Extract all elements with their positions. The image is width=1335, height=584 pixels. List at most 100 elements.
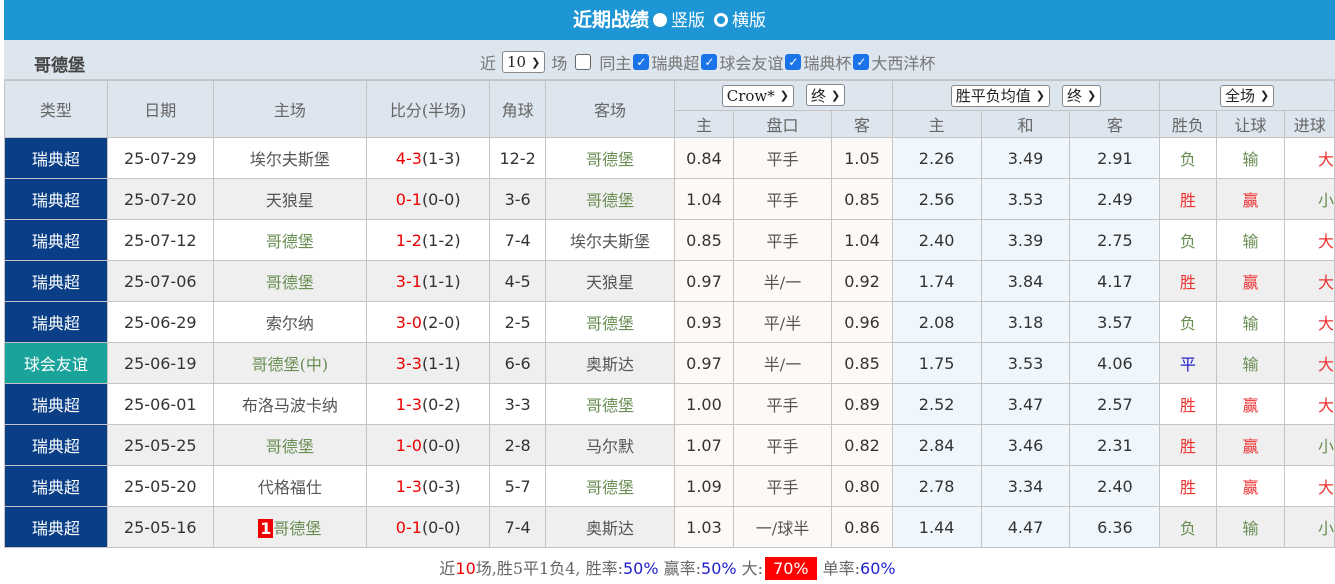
radio-horizontal[interactable]	[714, 13, 729, 27]
match-date: 25-05-20	[106, 465, 214, 507]
away-team[interactable]: 奥斯达	[544, 342, 676, 384]
radio-vertical[interactable]	[652, 13, 667, 27]
table-row: 瑞典超 25-07-20 天狼星 0-1(0-0) 3-6 哥德堡 1.04 平手 0.85 2.…	[4, 178, 1335, 220]
result-handicap: 赢	[1215, 178, 1286, 220]
eu-home-odds-text: 1.44	[918, 517, 955, 537]
result-goals-text: 大	[1317, 396, 1334, 415]
match-score[interactable]: 3-1(1-1)	[365, 260, 491, 302]
scope-select[interactable]: 全场 ❯	[1220, 84, 1275, 107]
result-wdl: 胜	[1159, 178, 1217, 220]
page-title: 近期战绩	[572, 9, 649, 31]
eu-away-odds: 2.91	[1069, 137, 1161, 179]
match-score[interactable]: 3-3(1-1)	[365, 342, 491, 384]
match-score[interactable]: 1-0(0-0)	[365, 424, 491, 466]
away-team[interactable]: 哥德堡	[544, 465, 676, 507]
eu-draw-odds-text: 3.53	[1007, 189, 1044, 209]
subheader-ah-0: 主	[674, 110, 734, 138]
away-team-text: 哥德堡	[586, 314, 635, 333]
full-time-score: 3-1	[395, 271, 422, 291]
header-date: 日期	[106, 80, 214, 138]
result-goals: 大	[1284, 342, 1335, 384]
home-team[interactable]: 布洛马波卡纳	[212, 383, 367, 425]
ah-line-text: 平手	[766, 478, 799, 497]
result-handicap: 输	[1215, 506, 1286, 548]
half-time-score: (1-3)	[421, 148, 461, 168]
result-goals-text: 小	[1317, 519, 1334, 538]
eu-away-odds-text: 4.17	[1097, 271, 1133, 291]
match-score[interactable]: 4-3(1-3)	[365, 137, 491, 179]
full-time-score: 1-0	[395, 435, 422, 455]
league-type-text: 瑞典超	[31, 150, 80, 169]
result-handicap-text: 输	[1242, 519, 1259, 538]
match-date-text: 25-05-25	[123, 435, 197, 455]
away-team-text: 天狼星	[586, 273, 635, 292]
result-wdl-text: 胜	[1179, 191, 1196, 210]
full-time-score: 0-1	[395, 517, 422, 537]
home-team[interactable]: 天狼星	[212, 178, 367, 220]
match-score[interactable]: 3-0(2-0)	[365, 301, 491, 343]
ah-line-text: 平手	[766, 396, 799, 415]
checkbox-label: 瑞典超	[651, 54, 700, 73]
eu-away-odds-text: 2.57	[1097, 394, 1133, 414]
away-team[interactable]: 哥德堡	[544, 137, 676, 179]
away-team[interactable]: 奥斯达	[544, 506, 676, 548]
ah-away-odds: 1.04	[831, 219, 893, 261]
home-team[interactable]: 哥德堡	[212, 219, 367, 261]
league-type-text: 瑞典超	[31, 437, 80, 456]
match-score[interactable]: 0-1(0-0)	[365, 506, 491, 548]
match-date: 25-07-20	[106, 178, 214, 220]
match-count-select[interactable]: 10 ❯	[502, 51, 546, 73]
home-team[interactable]: 埃尔夫斯堡	[212, 137, 367, 179]
radio-vertical-label[interactable]: 竖版	[670, 11, 705, 31]
home-team[interactable]: 索尔纳	[212, 301, 367, 343]
checkbox-swe-cup[interactable]: ✓	[785, 54, 802, 70]
home-team[interactable]: 哥德堡	[212, 424, 367, 466]
eu-away-odds: 2.49	[1069, 178, 1161, 220]
corners: 12-2	[489, 137, 546, 179]
ah-line: 平手	[732, 383, 833, 425]
ah-away-odds-text: 0.82	[844, 435, 880, 455]
corners-text: 7-4	[504, 517, 531, 537]
radio-horizontal-label[interactable]: 横版	[732, 11, 767, 31]
match-score[interactable]: 1-3(0-2)	[365, 383, 491, 425]
ah-company-select[interactable]: Crow* ❯	[721, 84, 794, 107]
ah-away-odds-text: 0.92	[844, 271, 880, 291]
summary-prefix: 近	[439, 559, 456, 578]
match-score[interactable]: 0-1(0-0)	[365, 178, 491, 220]
match-count-value: 10	[507, 53, 527, 71]
home-team[interactable]: 哥德堡(中)	[212, 342, 367, 384]
away-team[interactable]: 天狼星	[544, 260, 676, 302]
ah-home-odds: 0.84	[674, 137, 734, 179]
ah-time-select[interactable]: 终 ❯	[805, 84, 846, 107]
same-home-checkbox[interactable]	[575, 54, 592, 70]
eu-draw-odds: 3.84	[980, 260, 1071, 302]
eu-type-select[interactable]: 胜平负均值 ❯	[950, 84, 1050, 107]
ah-home-odds: 0.97	[674, 342, 734, 384]
home-team[interactable]: 代格福仕	[212, 465, 367, 507]
title-bar: 近期战绩 竖版 横版	[4, 0, 1335, 40]
eu-time-select[interactable]: 终 ❯	[1061, 84, 1102, 107]
away-team[interactable]: 马尔默	[544, 424, 676, 466]
eu-type-value: 胜平负均值	[955, 87, 1031, 105]
away-team[interactable]: 哥德堡	[544, 178, 676, 220]
result-wdl-text: 负	[1179, 519, 1196, 538]
result-handicap: 输	[1215, 219, 1286, 261]
match-score[interactable]: 1-3(0-3)	[365, 465, 491, 507]
checkbox-atlantic-cup[interactable]: ✓	[853, 54, 870, 70]
home-team[interactable]: 1 哥德堡	[212, 506, 367, 548]
ah-home-odds-text: 0.84	[686, 148, 722, 168]
away-team[interactable]: 哥德堡	[544, 301, 676, 343]
checkbox-swe-league[interactable]: ✓	[633, 54, 650, 70]
match-score[interactable]: 1-2(1-2)	[365, 219, 491, 261]
checkbox-club-friendly[interactable]: ✓	[701, 54, 718, 70]
half-time-score: (1-2)	[421, 230, 461, 250]
full-time-score: 0-1	[395, 189, 422, 209]
ah-line: 平/半	[732, 301, 833, 343]
league-type: 瑞典超	[4, 465, 108, 507]
eu-draw-odds-text: 3.47	[1007, 394, 1044, 414]
home-team[interactable]: 哥德堡	[212, 260, 367, 302]
eu-away-odds: 4.06	[1069, 342, 1161, 384]
away-team[interactable]: 哥德堡	[544, 383, 676, 425]
ah-line: 半/一	[732, 260, 833, 302]
away-team[interactable]: 埃尔夫斯堡	[544, 219, 676, 261]
